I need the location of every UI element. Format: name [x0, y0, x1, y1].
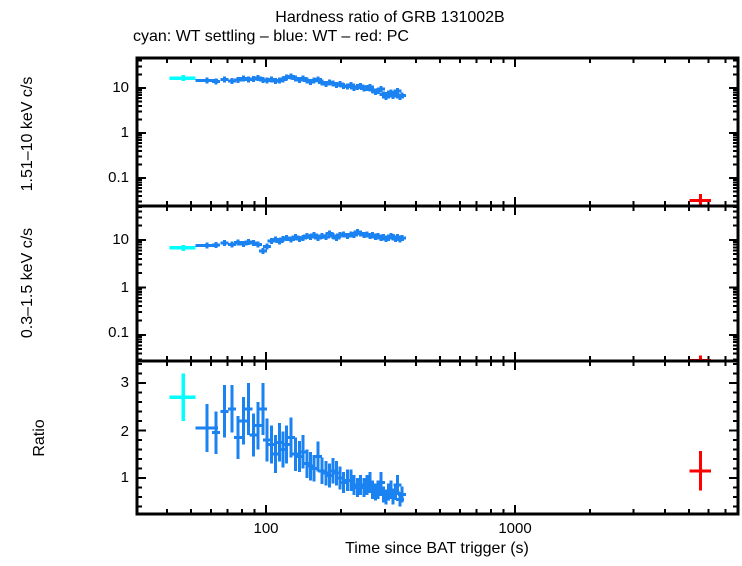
ytick-p2-1: 1	[120, 279, 129, 296]
ytick-p3-3: 3	[120, 374, 129, 391]
panel-3-data	[169, 373, 711, 507]
ytick-p2-10: 10	[112, 231, 129, 248]
ytick-p1-10: 10	[112, 79, 129, 96]
panel-2-series-cyan	[169, 244, 196, 251]
y-axis-label-hard-band: 1.51–10 keV c/s	[19, 76, 36, 192]
xtick-1000: 1000	[498, 520, 532, 537]
xtick-100: 100	[253, 520, 279, 537]
panel-2-axes	[135, 204, 740, 363]
chart-legend-subtitle: cyan: WT settling – blue: WT – red: PC	[133, 28, 409, 45]
panel-2-data	[169, 229, 711, 361]
panel-1-series-cyan	[169, 75, 196, 82]
panel-3-series-red	[689, 450, 711, 491]
ytick-p2-0p1: 0.1	[108, 324, 129, 341]
chart-title: Hardness ratio of GRB 131002B	[275, 9, 505, 26]
ytick-p3-1: 1	[120, 469, 129, 486]
panel-1-series-blue	[195, 73, 407, 101]
panel-1-data	[169, 73, 711, 206]
panel-2-series-blue	[195, 229, 407, 254]
y-axis-label-ratio: Ratio	[31, 419, 48, 457]
ytick-p1-0p1: 0.1	[108, 169, 129, 186]
panel-3-series-cyan	[169, 373, 196, 421]
y-axis-label-soft-band: 0.3–1.5 keV c/s	[19, 227, 36, 339]
ytick-p1-1: 1	[120, 124, 129, 141]
panel-1-series-red	[689, 194, 711, 206]
x-axis-label: Time since BAT trigger (s)	[345, 540, 529, 557]
ytick-p3-2: 2	[120, 423, 129, 440]
panel-3-axes	[135, 359, 740, 516]
panel-3-series-blue	[195, 382, 407, 507]
